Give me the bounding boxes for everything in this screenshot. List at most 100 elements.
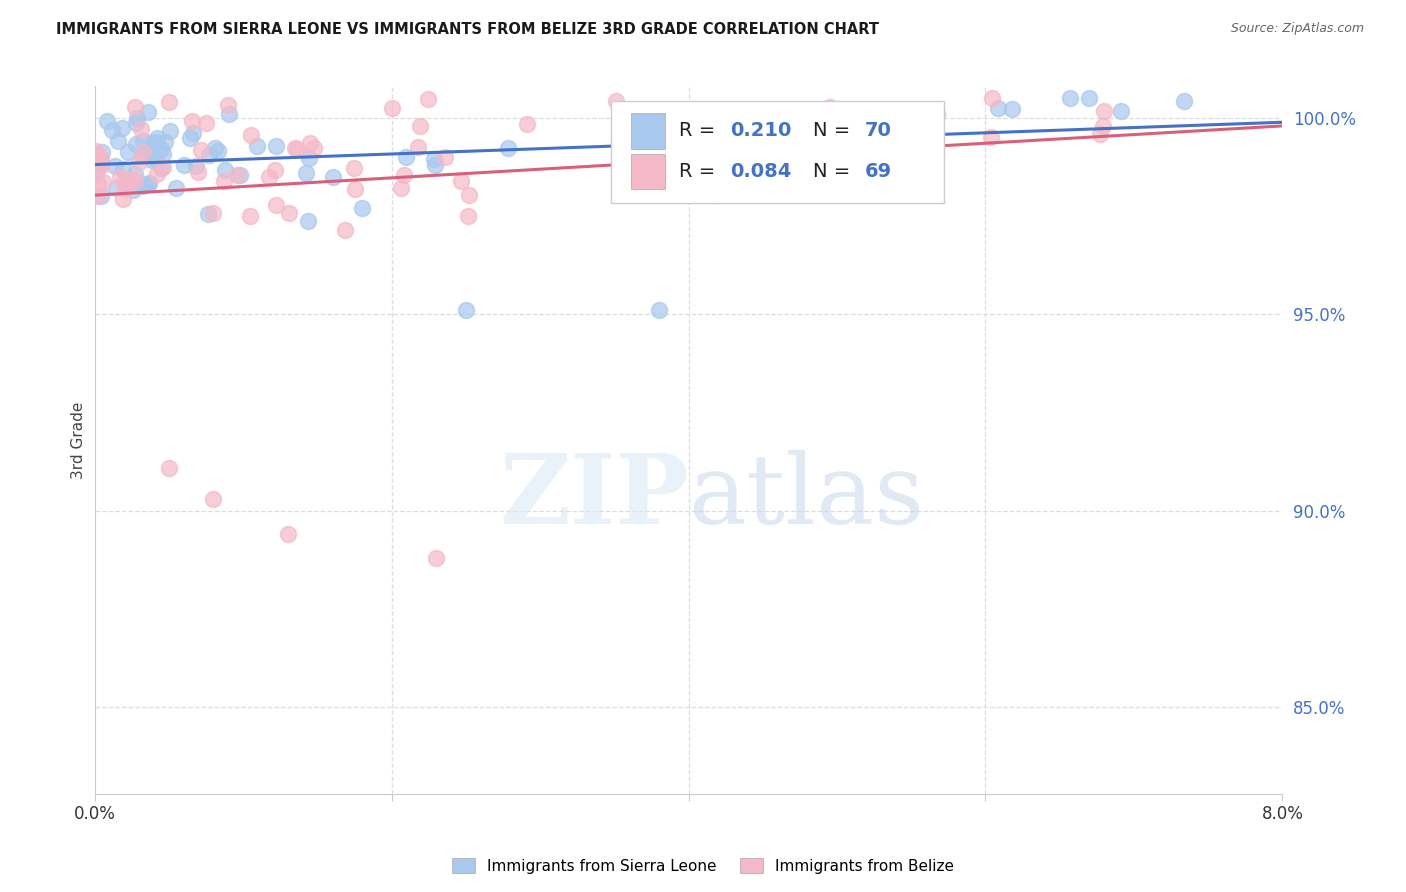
Point xyxy=(226,169,249,183)
Point xyxy=(84,168,107,182)
Point xyxy=(214,163,236,178)
Text: 69: 69 xyxy=(865,161,891,181)
Point xyxy=(114,182,136,196)
Point xyxy=(141,153,163,167)
Point xyxy=(136,178,159,192)
Point xyxy=(114,177,136,191)
Point xyxy=(297,213,319,227)
Point xyxy=(980,91,1002,105)
Point xyxy=(818,100,841,114)
Point xyxy=(132,145,155,160)
Point xyxy=(418,92,440,106)
Text: ZIP: ZIP xyxy=(499,450,689,543)
Point xyxy=(706,187,728,202)
Point xyxy=(194,115,217,129)
Point xyxy=(1173,94,1195,108)
Point xyxy=(149,161,172,175)
Point xyxy=(122,183,145,197)
Point xyxy=(264,162,287,177)
Text: atlas: atlas xyxy=(689,450,925,543)
Point xyxy=(127,111,149,125)
Y-axis label: 3rd Grade: 3rd Grade xyxy=(72,401,86,479)
Point xyxy=(285,142,308,156)
Text: Source: ZipAtlas.com: Source: ZipAtlas.com xyxy=(1230,22,1364,36)
Point xyxy=(146,167,169,181)
Text: 70: 70 xyxy=(865,121,891,140)
Point xyxy=(228,168,250,182)
Point xyxy=(145,153,167,167)
Point xyxy=(125,136,148,151)
Text: 0.210: 0.210 xyxy=(730,121,792,140)
Point xyxy=(264,138,287,153)
Point xyxy=(90,158,112,172)
Point xyxy=(302,141,325,155)
Point xyxy=(458,187,481,202)
Point xyxy=(128,154,150,169)
Point xyxy=(138,176,160,190)
Point xyxy=(84,146,107,161)
Point xyxy=(173,158,195,172)
Point xyxy=(350,201,373,215)
FancyBboxPatch shape xyxy=(612,101,943,203)
Point xyxy=(125,116,148,130)
Point xyxy=(124,100,146,114)
Point xyxy=(101,123,124,137)
Point xyxy=(298,136,321,150)
Point xyxy=(218,106,240,120)
Point xyxy=(425,550,447,565)
Point xyxy=(454,303,477,318)
Point xyxy=(450,174,472,188)
Point xyxy=(422,152,444,166)
Point xyxy=(179,131,201,145)
Text: 0.084: 0.084 xyxy=(730,161,792,181)
Point xyxy=(104,180,127,194)
Point xyxy=(184,160,207,174)
Point xyxy=(284,141,307,155)
Point xyxy=(605,95,627,109)
Legend: Immigrants from Sierra Leone, Immigrants from Belize: Immigrants from Sierra Leone, Immigrants… xyxy=(446,852,960,880)
Point xyxy=(90,156,112,170)
Point xyxy=(800,135,823,149)
Point xyxy=(152,160,174,174)
Point xyxy=(132,134,155,148)
Point xyxy=(381,101,404,115)
Point xyxy=(217,98,239,112)
Point xyxy=(389,181,412,195)
Text: IMMIGRANTS FROM SIERRA LEONE VS IMMIGRANTS FROM BELIZE 3RD GRADE CORRELATION CHA: IMMIGRANTS FROM SIERRA LEONE VS IMMIGRAN… xyxy=(56,22,879,37)
Point xyxy=(107,134,129,148)
Point xyxy=(159,124,181,138)
Point xyxy=(198,148,221,162)
Text: N =: N = xyxy=(813,121,856,140)
Point xyxy=(112,162,135,177)
Point xyxy=(1092,103,1115,118)
Point xyxy=(294,166,316,180)
Text: R =: R = xyxy=(679,161,721,181)
Point xyxy=(434,151,457,165)
Point xyxy=(257,169,280,184)
Point xyxy=(333,223,356,237)
Point xyxy=(1092,119,1115,133)
Point xyxy=(152,146,174,161)
Point xyxy=(131,178,153,193)
Point xyxy=(91,175,114,189)
Point xyxy=(157,95,180,109)
Point xyxy=(239,209,262,223)
Point xyxy=(277,527,299,541)
Point xyxy=(277,206,299,220)
Point xyxy=(987,101,1010,115)
Point xyxy=(298,151,321,165)
Point xyxy=(90,151,112,165)
Point xyxy=(201,205,224,219)
Text: N =: N = xyxy=(813,161,856,181)
Point xyxy=(143,135,166,149)
Point xyxy=(406,140,429,154)
Point xyxy=(157,460,180,475)
Point xyxy=(1088,127,1111,141)
Point xyxy=(112,174,135,188)
Point xyxy=(745,138,768,153)
Point xyxy=(246,139,269,153)
Point xyxy=(124,168,146,182)
Point xyxy=(322,170,344,185)
Point xyxy=(197,206,219,220)
Point xyxy=(87,178,110,192)
